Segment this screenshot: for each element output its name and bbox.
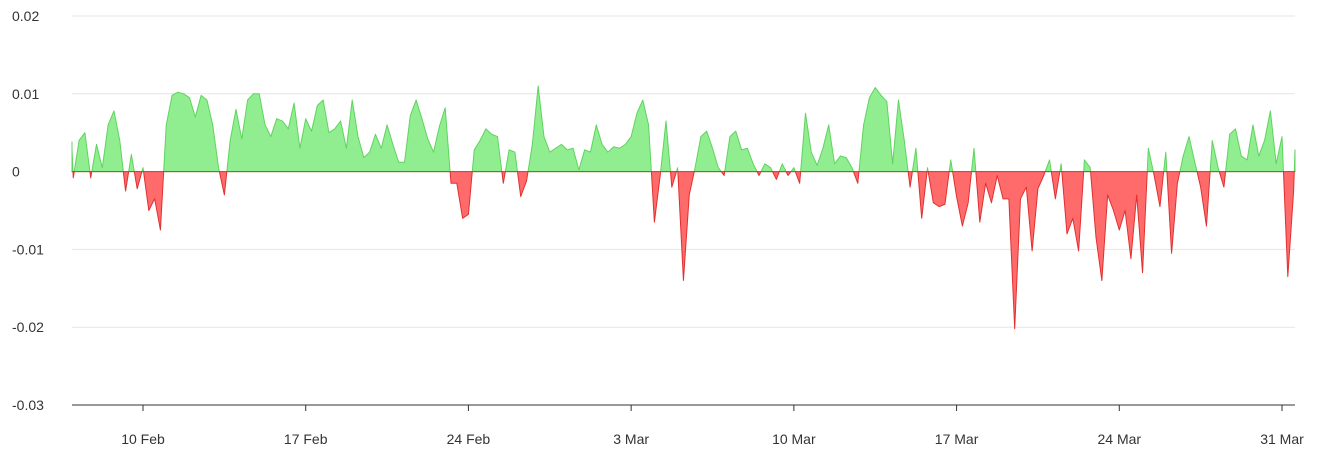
x-tick-label: 10 Feb: [121, 431, 165, 447]
y-tick-label: 0.01: [12, 86, 39, 102]
y-tick-label: -0.01: [12, 241, 44, 257]
x-tick-label: 3 Mar: [613, 431, 649, 447]
y-tick-label: -0.03: [12, 397, 44, 413]
y-tick-label: 0: [12, 164, 20, 180]
x-tick-label: 31 Mar: [1260, 431, 1304, 447]
y-tick-label: -0.02: [12, 319, 44, 335]
x-tick-label: 24 Mar: [1097, 431, 1141, 447]
y-tick-label: 0.02: [12, 8, 39, 24]
x-tick-label: 17 Feb: [284, 431, 328, 447]
x-tick-label: 24 Feb: [447, 431, 491, 447]
x-tick-label: 17 Mar: [935, 431, 979, 447]
x-tick-label: 10 Mar: [772, 431, 816, 447]
negative-area: [71, 171, 1296, 330]
positive-area: [71, 85, 1296, 173]
